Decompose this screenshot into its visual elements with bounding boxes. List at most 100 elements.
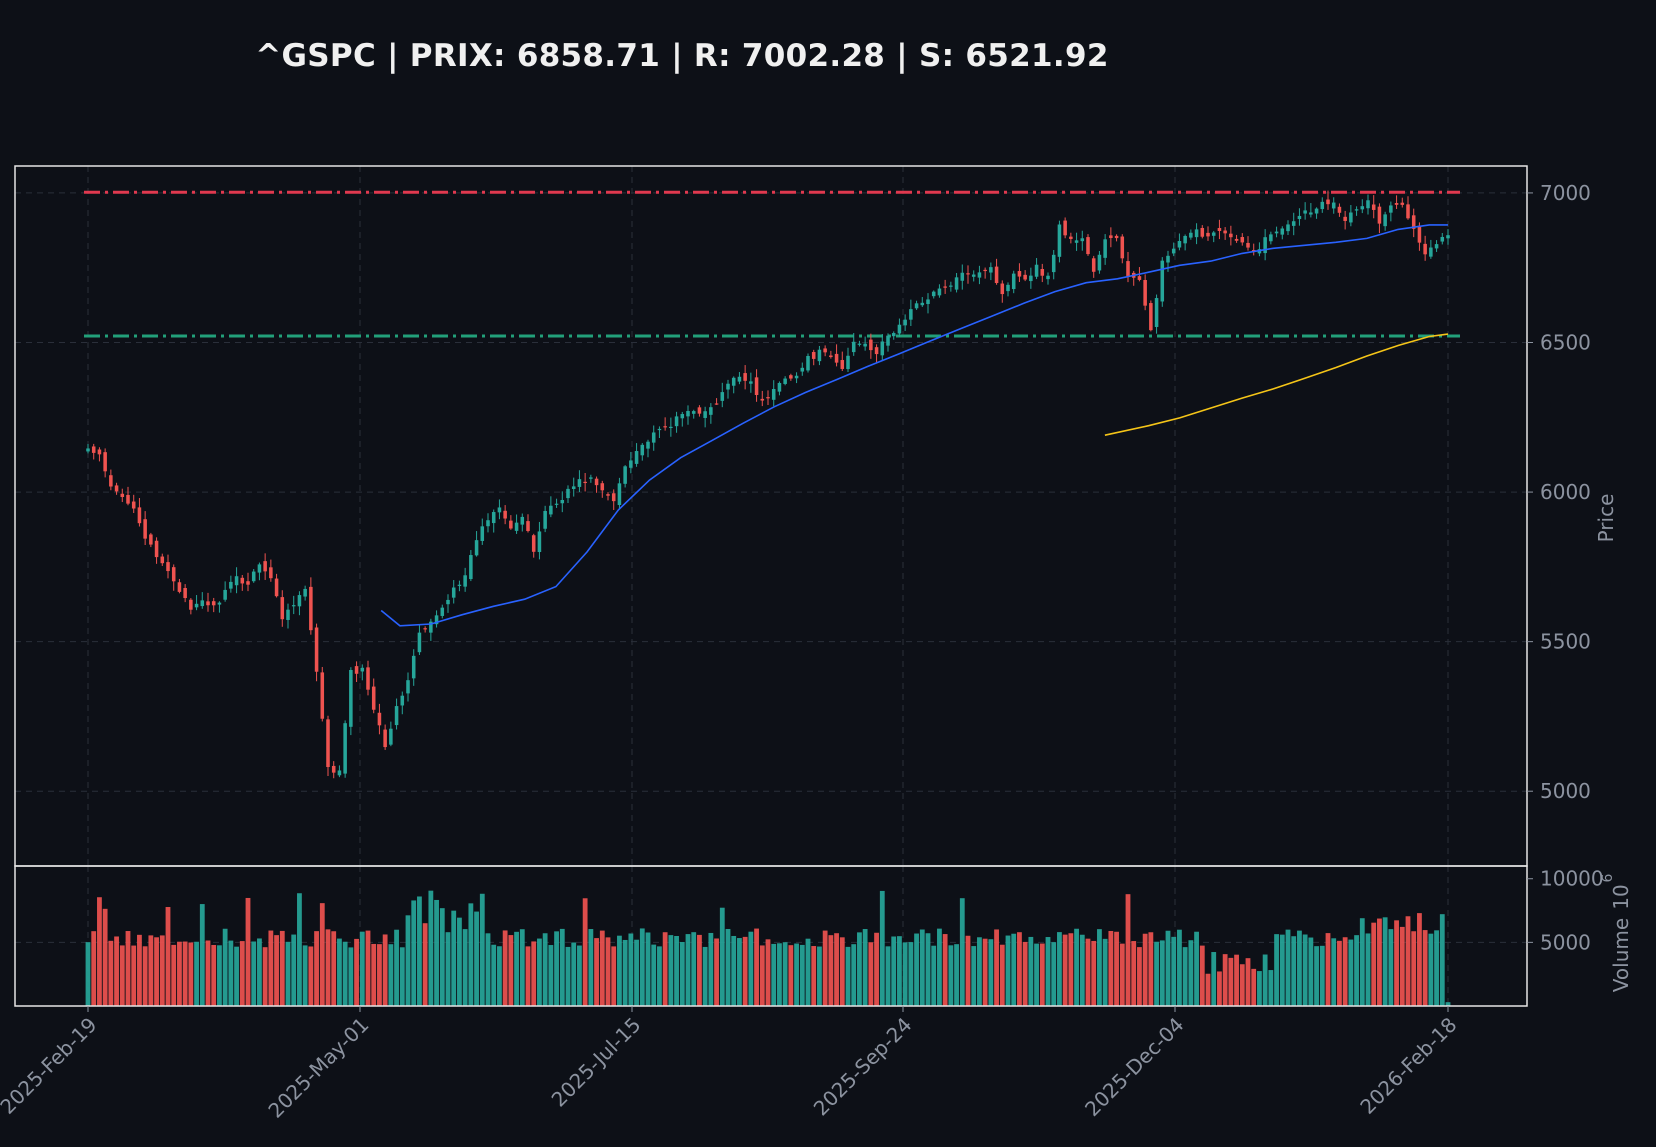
volume-bar [988, 939, 994, 1006]
volume-bar [805, 938, 811, 1006]
volume-bar [434, 899, 439, 1006]
volume-bar [937, 928, 942, 1006]
volume-bar [1239, 964, 1245, 1006]
volume-bar [439, 908, 445, 1006]
volume-bar [834, 933, 839, 1006]
volume-bar [411, 900, 417, 1006]
volume-bar [1017, 932, 1022, 1006]
y-tick-label: 5500 [1540, 630, 1591, 654]
candle-body [1200, 227, 1205, 237]
volume-bar [851, 944, 857, 1006]
volume-bar [948, 945, 954, 1006]
volume-bar [1079, 934, 1085, 1006]
candle-body [120, 493, 125, 498]
candle-body [217, 602, 222, 605]
candle-body [326, 719, 330, 768]
candle-body [154, 540, 159, 558]
volume-bar [1308, 937, 1314, 1006]
candle-body [394, 706, 399, 726]
candle-body [863, 343, 867, 347]
candle-body [280, 597, 285, 620]
volume-bar [1022, 941, 1028, 1006]
volume-bar [314, 931, 319, 1006]
volume-bar [331, 931, 337, 1006]
candle-body [823, 348, 827, 353]
volume-bar [297, 893, 302, 1006]
volume-bar [1131, 941, 1137, 1006]
candle-body [297, 595, 302, 607]
volume-bar [639, 928, 645, 1006]
candle-body [486, 520, 490, 527]
candle-body [97, 449, 102, 455]
volume-bar [1159, 940, 1165, 1006]
candle-body [240, 577, 245, 584]
volume-bar [1217, 971, 1222, 1006]
volume-bar [365, 930, 371, 1006]
volume-bar [182, 941, 188, 1006]
volume-bar [582, 898, 588, 1006]
volume-bar [457, 917, 462, 1006]
x-tick-label: 2026-Feb-18 [1355, 1013, 1461, 1119]
candle-body [640, 444, 645, 456]
volume-bar [1234, 954, 1239, 1006]
volume-bar [1051, 942, 1057, 1006]
volume-bar [1171, 936, 1177, 1006]
candle-body [1126, 261, 1130, 276]
candle-body [697, 407, 702, 414]
candle-body [1080, 238, 1085, 242]
volume-bar [1319, 945, 1325, 1006]
candle-body [1120, 236, 1125, 259]
volume-bar [725, 928, 731, 1006]
volume-bar [159, 935, 165, 1006]
candle-body [1183, 235, 1187, 244]
candle-body [789, 375, 793, 379]
candle-body [1371, 204, 1376, 210]
volume-bar [348, 947, 354, 1006]
candle-body [920, 302, 925, 306]
volume-bar [1125, 894, 1131, 1006]
candle-body [406, 680, 410, 694]
volume-bar [982, 938, 988, 1006]
candle-body [1229, 233, 1233, 238]
volume-bar [1257, 971, 1262, 1006]
volume-bar [548, 945, 554, 1006]
moving-averages [380, 224, 1449, 627]
volume-bar [1062, 934, 1068, 1006]
volume-bar [879, 890, 885, 1006]
candle-body [794, 375, 799, 379]
volume-bar [228, 940, 234, 1006]
candle-body [554, 503, 559, 505]
volume-bar [662, 932, 668, 1006]
candle-body [760, 398, 765, 401]
candle-body [434, 615, 439, 625]
candle-body [480, 526, 485, 541]
candle-body [1109, 235, 1113, 239]
candle-body [114, 485, 119, 492]
candle-body [1086, 237, 1090, 255]
volume-bar [697, 934, 702, 1006]
volume-bar [1177, 929, 1182, 1006]
candle-body [669, 426, 673, 429]
x-tick-label: 2025-Sep-24 [809, 1013, 917, 1121]
volume-bar [531, 941, 537, 1006]
candle-body [446, 599, 450, 605]
candle-body [463, 575, 467, 587]
volume-bar [1165, 930, 1171, 1006]
volume-bar [1194, 931, 1199, 1006]
volume-bar [1222, 954, 1228, 1006]
candle-body [1154, 298, 1159, 327]
volume-bar [519, 929, 525, 1006]
volume-bar [388, 944, 394, 1006]
volume-bar [708, 932, 714, 1006]
volume-bar [194, 941, 199, 1006]
candle-body [1309, 212, 1313, 215]
volume-bar [828, 935, 834, 1006]
volume-bar [1102, 938, 1108, 1006]
candle-body [1343, 216, 1347, 221]
candle-body [1331, 202, 1336, 209]
candle-body [503, 510, 507, 519]
candle-body [509, 520, 513, 529]
volume-bar [1354, 935, 1359, 1006]
candle-body [189, 599, 193, 610]
candle-body [149, 534, 153, 545]
